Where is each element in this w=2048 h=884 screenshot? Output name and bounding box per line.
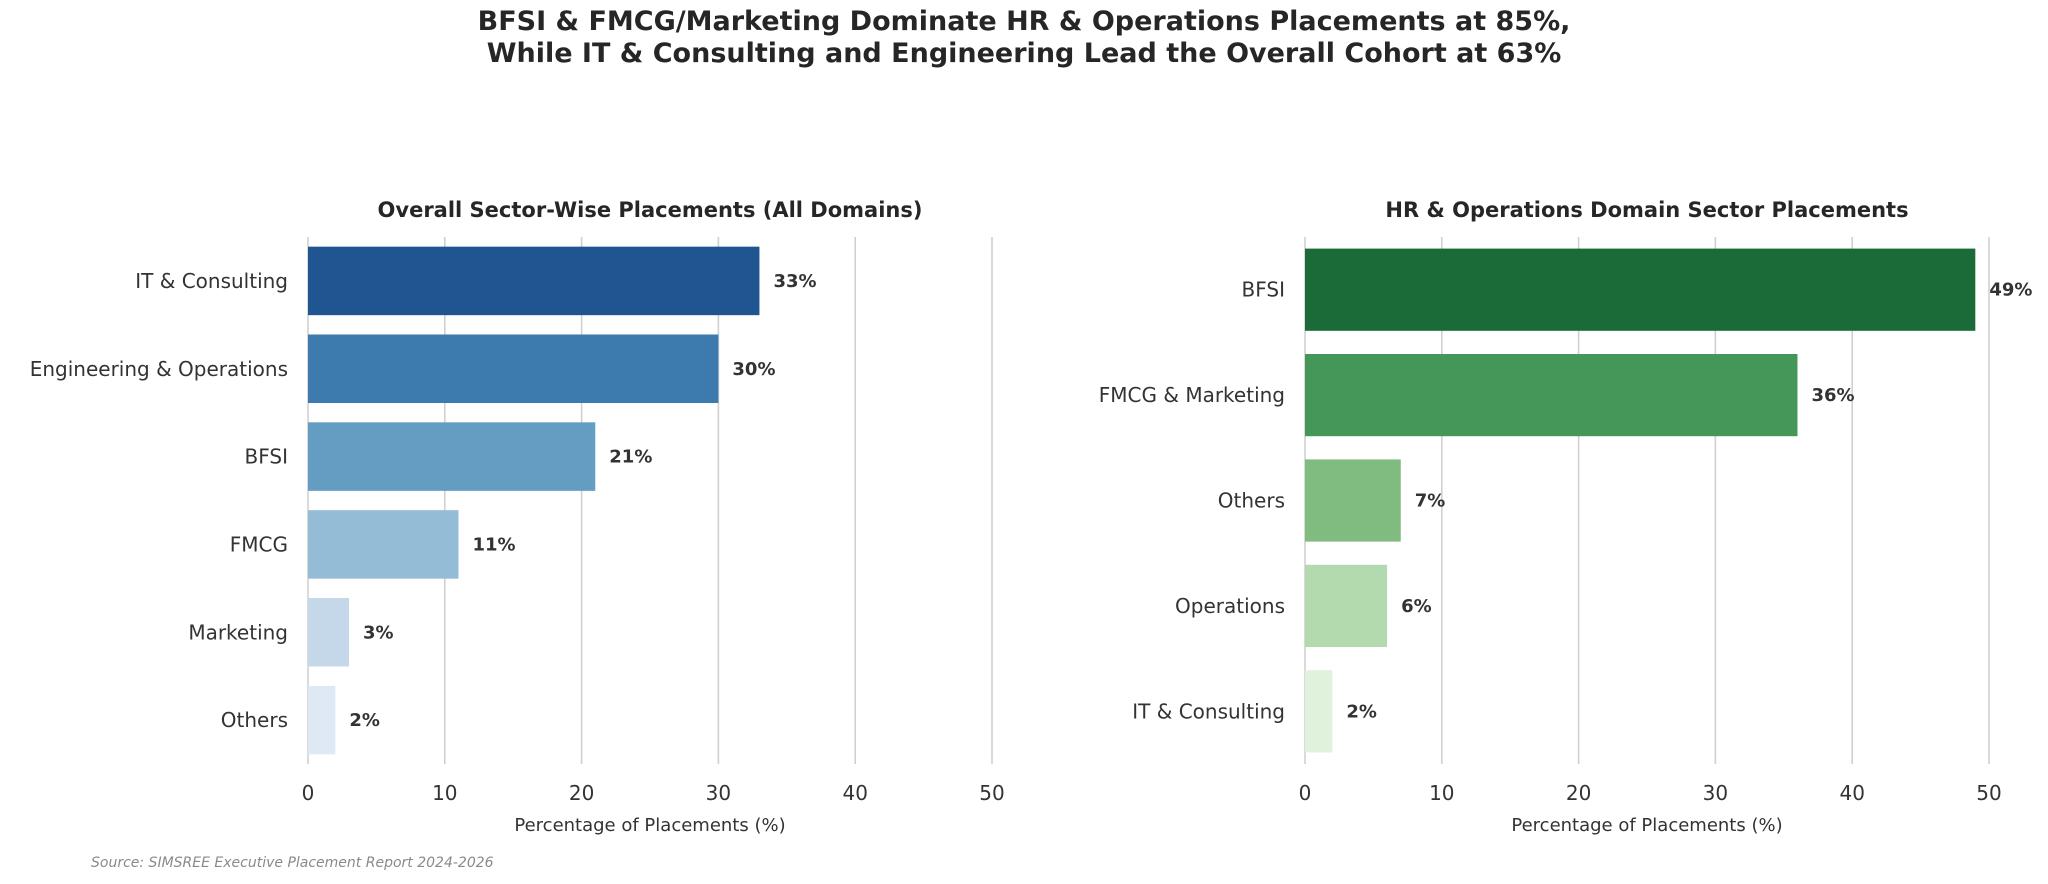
hr-ops-xtick-label-5: 50 bbox=[1976, 781, 2001, 805]
hr-ops-value-label-1: 36% bbox=[1811, 385, 1854, 406]
hr-ops-bar-3 bbox=[1305, 564, 1388, 648]
overall-bar-4 bbox=[308, 597, 350, 667]
overall-xtick-label-3: 30 bbox=[706, 781, 731, 805]
hr-ops-chart-title: HR & Operations Domain Sector Placements bbox=[1385, 198, 1908, 222]
hr-ops-bar-2 bbox=[1305, 459, 1401, 542]
hr-ops-category-label-3: Operations bbox=[1175, 594, 1285, 618]
overall-xtick-label-5: 50 bbox=[979, 781, 1004, 805]
overall-xtick-label-4: 40 bbox=[842, 781, 867, 805]
hr-ops-xtick-label-3: 30 bbox=[1703, 781, 1728, 805]
overall-category-label-4: Marketing bbox=[188, 620, 288, 644]
hr-ops-bar-1 bbox=[1305, 353, 1798, 437]
source-note: Source: SIMSREE Executive Placement Repo… bbox=[91, 855, 494, 871]
overall-bar-0 bbox=[308, 246, 760, 316]
overall-value-label-2: 21% bbox=[609, 447, 652, 468]
overall-value-label-0: 33% bbox=[773, 271, 816, 292]
hr-ops-category-label-2: Others bbox=[1218, 489, 1285, 513]
overall-value-label-3: 11% bbox=[472, 534, 515, 555]
overall-value-label-4: 3% bbox=[363, 622, 394, 643]
overall-xaxis-label: Percentage of Placements (%) bbox=[514, 815, 785, 836]
overall-value-label-1: 30% bbox=[732, 359, 775, 380]
overall-category-label-0: IT & Consulting bbox=[135, 269, 288, 293]
hr-ops-value-label-4: 2% bbox=[1346, 701, 1377, 722]
overall-xtick-label-2: 20 bbox=[569, 781, 594, 805]
figure-title-line-1: BFSI & FMCG/Marketing Dominate HR & Oper… bbox=[477, 6, 1571, 37]
overall-chart-title: Overall Sector-Wise Placements (All Doma… bbox=[378, 198, 923, 222]
hr-ops-bar-0 bbox=[1305, 248, 1976, 331]
hr-ops-bar-4 bbox=[1305, 670, 1333, 753]
hr-ops-value-label-3: 6% bbox=[1401, 596, 1432, 617]
hr-ops-xtick-label-4: 40 bbox=[1839, 781, 1864, 805]
hr-ops-category-label-4: IT & Consulting bbox=[1132, 699, 1285, 723]
overall-value-label-5: 2% bbox=[349, 710, 380, 731]
hr-ops-xtick-label-1: 10 bbox=[1429, 781, 1454, 805]
overall-category-label-1: Engineering & Operations bbox=[30, 357, 288, 381]
overall-category-label-5: Others bbox=[221, 708, 288, 732]
overall-bar-3 bbox=[308, 510, 459, 579]
hr-ops-value-label-0: 49% bbox=[1989, 280, 2032, 301]
overall-xtick-label-1: 10 bbox=[432, 781, 457, 805]
figure-title: BFSI & FMCG/Marketing Dominate HR & Oper… bbox=[0, 6, 2048, 70]
overall-category-label-2: BFSI bbox=[245, 445, 288, 469]
hr-ops-xtick-label-0: 0 bbox=[1299, 781, 1312, 805]
hr-ops-category-label-0: BFSI bbox=[1242, 278, 1285, 302]
overall-bar-5 bbox=[308, 685, 336, 755]
hr-ops-category-label-1: FMCG & Marketing bbox=[1099, 383, 1285, 407]
overall-category-label-3: FMCG bbox=[230, 532, 288, 556]
overall-xtick-label-0: 0 bbox=[302, 781, 315, 805]
overall-bar-1 bbox=[308, 334, 719, 404]
overall-bar-2 bbox=[308, 422, 596, 491]
figure-title-line-2: While IT & Consulting and Engineering Le… bbox=[486, 38, 1562, 69]
hr-ops-xtick-label-2: 20 bbox=[1566, 781, 1591, 805]
hr-ops-value-label-2: 7% bbox=[1415, 491, 1446, 512]
hr-ops-xaxis-label: Percentage of Placements (%) bbox=[1511, 815, 1782, 836]
